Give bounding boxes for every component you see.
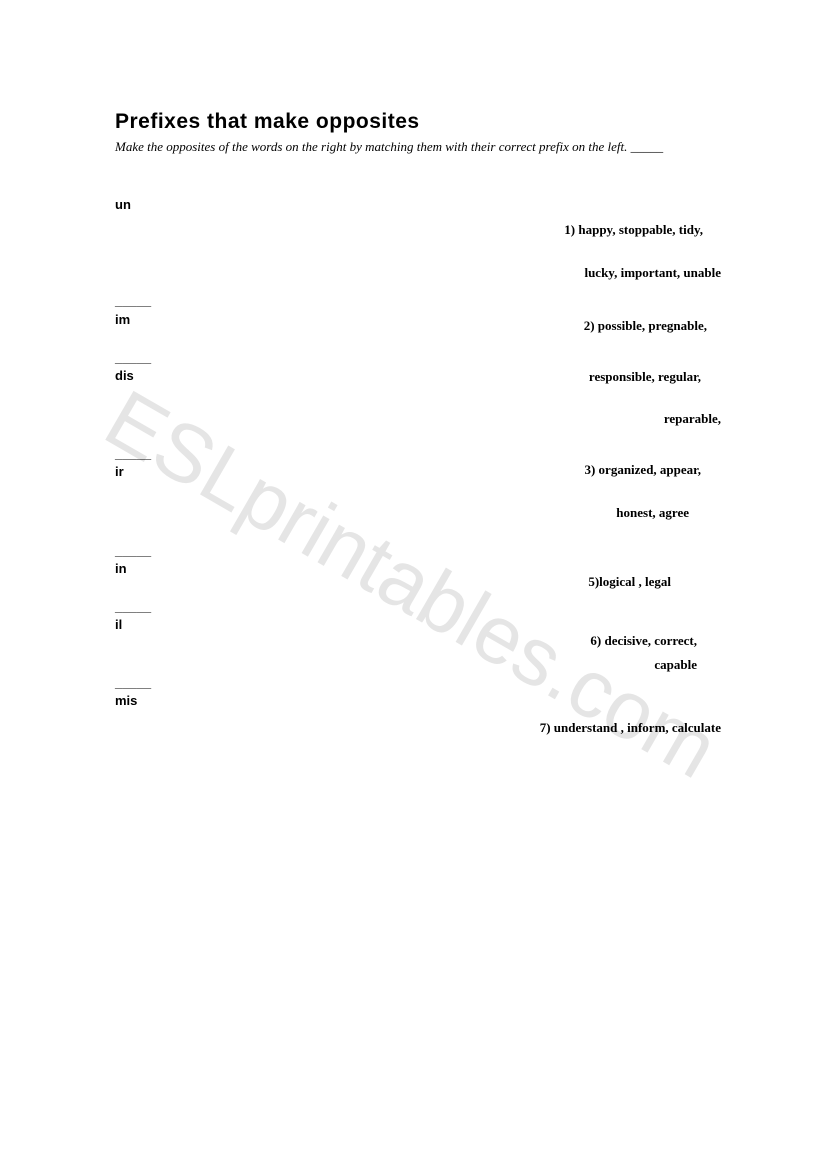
blank-line: _____ bbox=[115, 674, 235, 692]
blank-line: _____ bbox=[115, 598, 235, 616]
word-group: 5)logical , legal bbox=[381, 572, 721, 593]
word-group: 6) decisive, correct, bbox=[381, 631, 721, 652]
words-column: 1) happy, stoppable, tidy, lucky, importa… bbox=[381, 196, 721, 739]
blank-line: _____ bbox=[115, 542, 235, 560]
word-group: reparable, bbox=[381, 409, 721, 430]
prefix-label: un bbox=[115, 196, 235, 214]
word-group: capable bbox=[381, 655, 721, 676]
blank-line: _____ bbox=[115, 292, 235, 310]
content-area: un_____im_____dis_____ir_____in_____il__… bbox=[115, 196, 721, 739]
word-group: 1) happy, stoppable, tidy, bbox=[381, 220, 721, 241]
prefix-item: _____il bbox=[115, 598, 235, 634]
prefix-column: un_____im_____dis_____ir_____in_____il__… bbox=[115, 196, 235, 739]
prefix-item: un bbox=[115, 196, 235, 214]
prefix-item: _____ir bbox=[115, 445, 235, 481]
instructions-text: Make the opposites of the words on the r… bbox=[115, 138, 721, 156]
word-group: lucky, important, unable bbox=[381, 263, 721, 284]
word-group: 7) understand , inform, calculate bbox=[381, 718, 721, 739]
prefix-label: im bbox=[115, 311, 235, 329]
worksheet-title: Prefixes that make opposites bbox=[115, 110, 721, 134]
prefix-label: in bbox=[115, 560, 235, 578]
word-group: honest, agree bbox=[381, 503, 721, 524]
word-group: 2) possible, pregnable, bbox=[381, 316, 721, 337]
prefix-item: _____im bbox=[115, 292, 235, 328]
prefix-label: dis bbox=[115, 367, 235, 385]
prefix-item: _____mis bbox=[115, 674, 235, 710]
word-group: 3) organized, appear, bbox=[381, 460, 721, 481]
word-group: responsible, regular, bbox=[381, 367, 721, 388]
prefix-item: _____dis bbox=[115, 349, 235, 385]
blank-line: _____ bbox=[115, 445, 235, 463]
prefix-label: ir bbox=[115, 463, 235, 481]
prefix-item: _____in bbox=[115, 542, 235, 578]
blank-line: _____ bbox=[115, 349, 235, 367]
prefix-label: il bbox=[115, 616, 235, 634]
prefix-label: mis bbox=[115, 692, 235, 710]
worksheet-page: Prefixes that make opposites Make the op… bbox=[0, 0, 821, 739]
